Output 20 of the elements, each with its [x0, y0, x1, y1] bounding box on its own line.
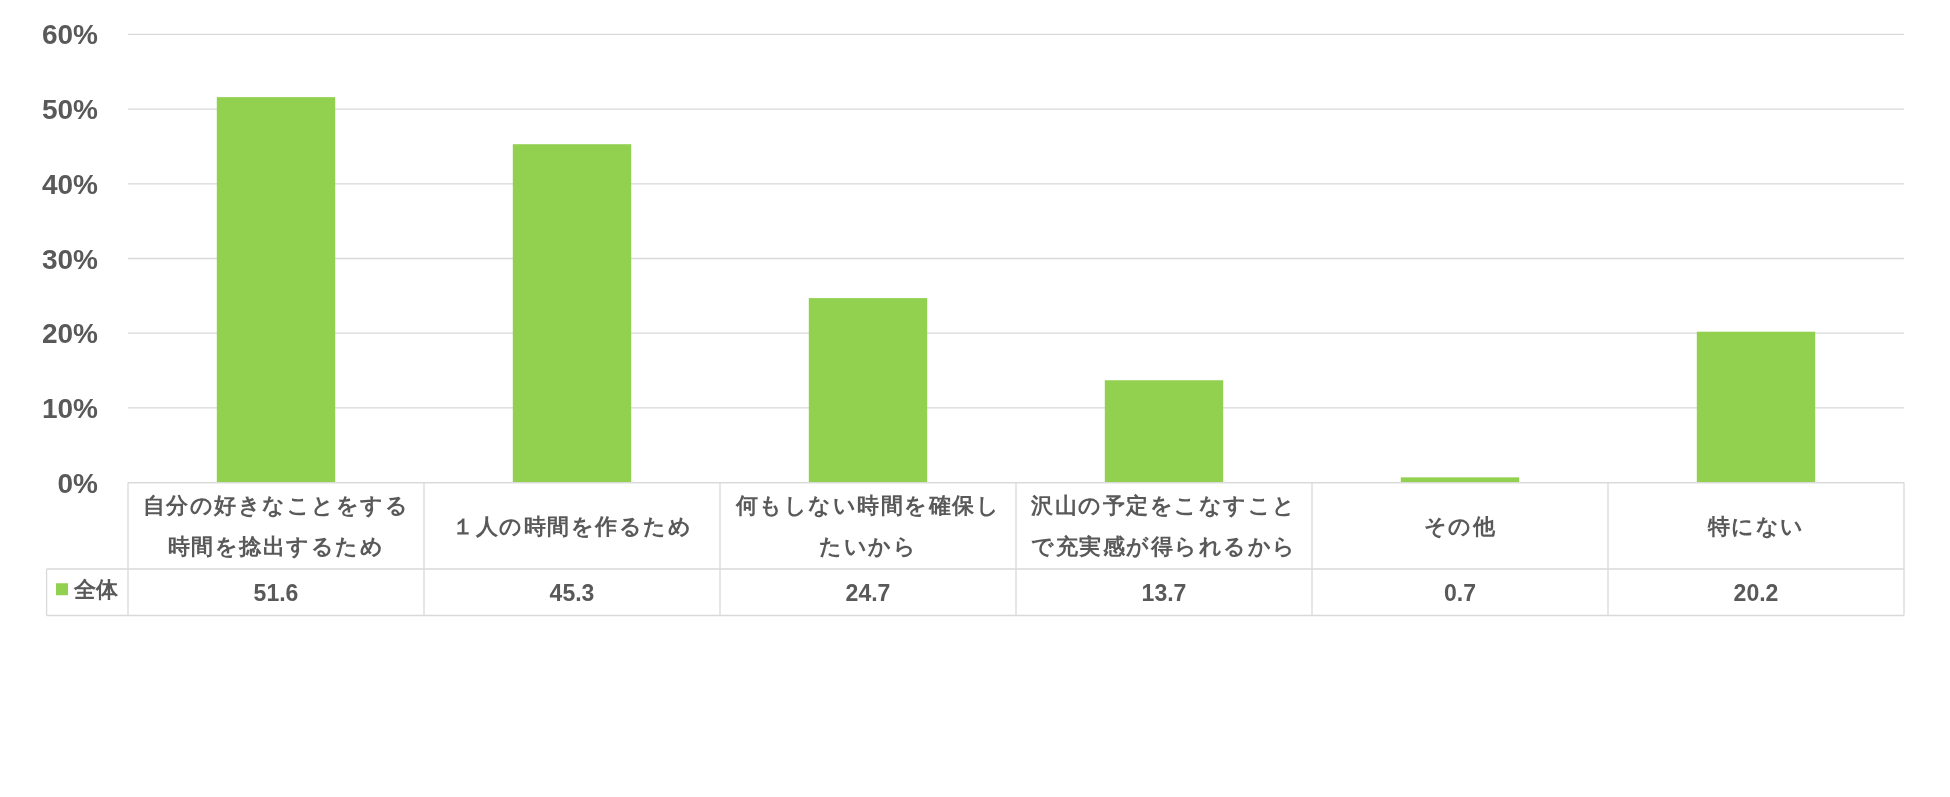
x-tick-label: その他 — [1423, 513, 1497, 539]
data-label: 51.6 — [253, 579, 299, 606]
data-label: 24.7 — [845, 579, 891, 606]
legend-label: 全体 — [74, 577, 118, 603]
y-tick-label: 20% — [41, 318, 98, 350]
y-tick-label: 10% — [41, 393, 98, 424]
y-tick-label: 0% — [57, 467, 98, 499]
x-tick-label: １人の時間を作るため — [452, 513, 692, 539]
y-tick-label: 60% — [41, 19, 98, 51]
data-label: 20.2 — [1733, 579, 1779, 606]
y-tick-label: 30% — [41, 243, 98, 275]
data-label: 13.7 — [1141, 579, 1187, 606]
x-tick-label: 何もしない時間を確保したいから — [735, 492, 1001, 560]
x-tick-label: 自分の好きなことをする時間を捻出するため — [142, 492, 410, 560]
y-tick-label: 50% — [41, 94, 98, 126]
x-tick-label: 沢山の予定をこなすことで充実感が得られるから — [1031, 492, 1297, 560]
data-label: 0.7 — [1444, 579, 1476, 606]
x-tick-label: 特にない — [1707, 513, 1805, 539]
y-tick-label: 40% — [41, 168, 98, 200]
data-label: 45.3 — [549, 579, 595, 606]
